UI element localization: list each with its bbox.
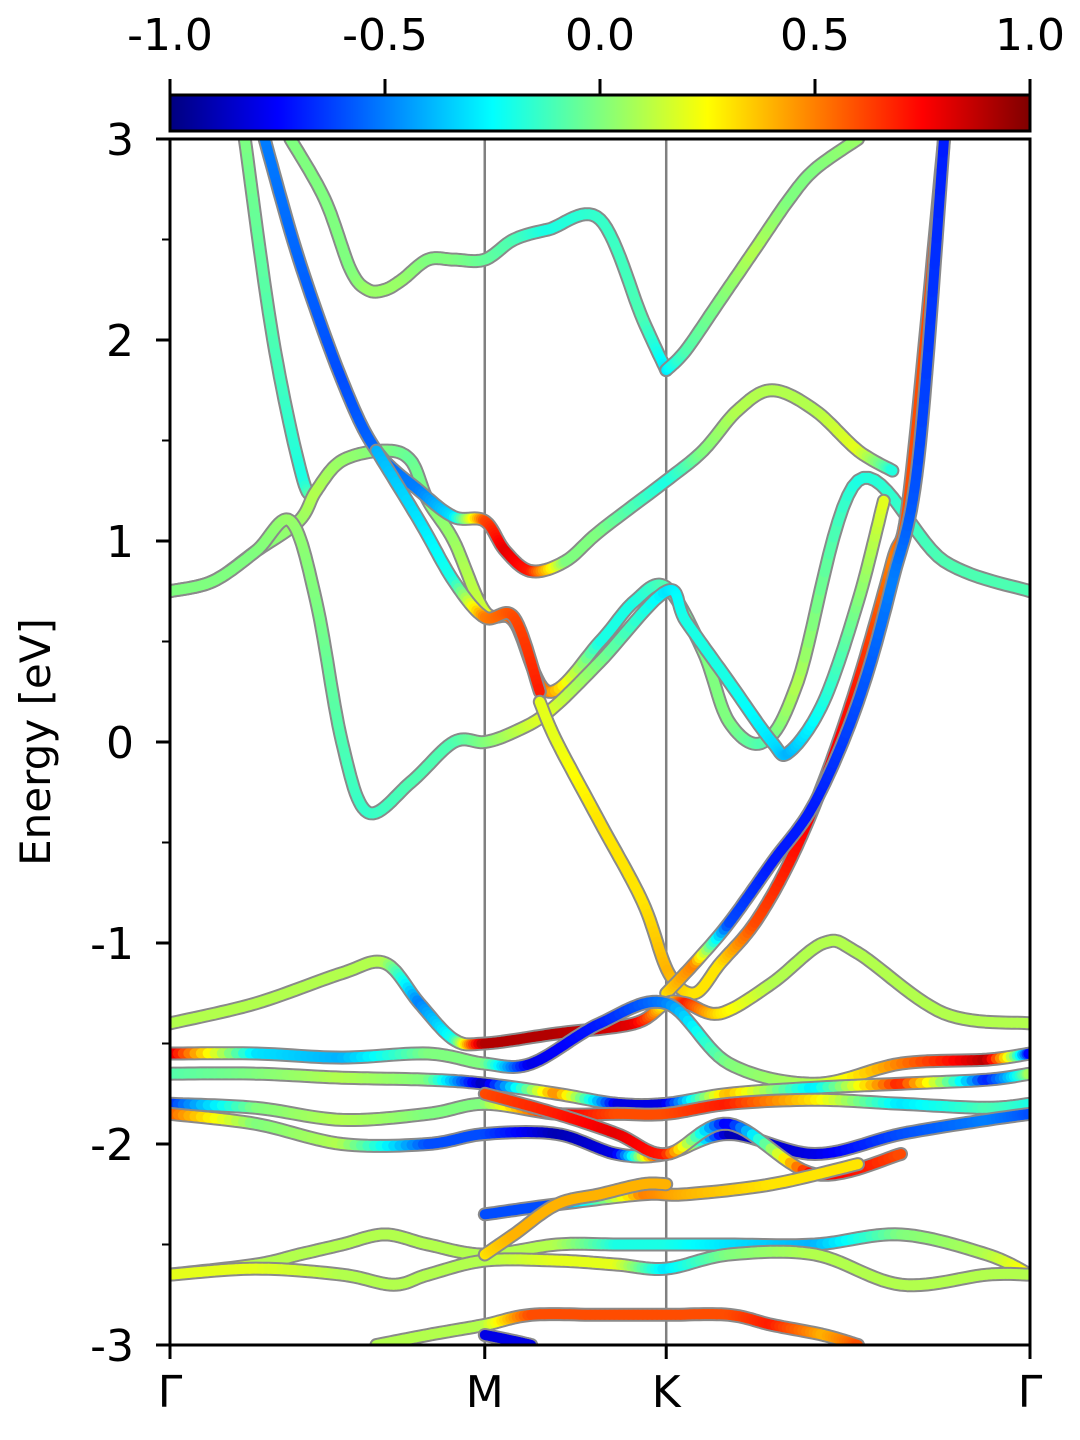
- band: [477, 1176, 674, 1262]
- colorbar-ticks: -1.0 -0.5 0.0 0.5 1.0: [127, 10, 1065, 95]
- y-tick-label: 1: [106, 517, 134, 568]
- band-segment: [849, 1159, 863, 1170]
- y-tick-label: 2: [106, 316, 134, 367]
- band: [283, 139, 674, 378]
- band-segment: [533, 683, 545, 697]
- band-segment: [938, 139, 949, 158]
- x-tick-label: Γ: [1018, 1367, 1043, 1418]
- band-segment: [886, 464, 898, 476]
- band: [170, 493, 891, 821]
- plot-frame: [168, 137, 1032, 1347]
- x-tick-label: M: [466, 1367, 504, 1418]
- y-tick-label: 0: [106, 718, 134, 769]
- band: [659, 139, 865, 378]
- colorbar-tick-label: 1.0: [995, 10, 1065, 61]
- y-tick-label: -3: [90, 1321, 134, 1372]
- band: [659, 139, 951, 1001]
- band: [369, 443, 547, 699]
- y-tick-label: -2: [90, 1120, 134, 1171]
- colorbar-tick-label: -0.5: [342, 10, 428, 61]
- plot-area: -3 -2 -1 0 1 2 3 Γ M K Γ Energy [eV]: [11, 115, 1043, 1418]
- y-tick-label: 3: [106, 115, 134, 166]
- colorbar-tick-label: -1.0: [127, 10, 213, 61]
- y-axis: -3 -2 -1 0 1 2 3: [90, 115, 170, 1372]
- band: [257, 139, 900, 579]
- x-tick-label: K: [652, 1367, 682, 1418]
- x-tick-label: Γ: [158, 1367, 183, 1418]
- colorbar-tick-label: 0.5: [780, 10, 850, 61]
- band: [170, 994, 1030, 1091]
- band: [170, 1066, 1030, 1113]
- band: [369, 1307, 865, 1345]
- colorbar-tick-label: 0.0: [565, 10, 635, 61]
- band: [170, 1227, 1030, 1282]
- band-lines: [170, 139, 1030, 1345]
- band: [170, 1244, 1030, 1293]
- colorbar: -1.0 -0.5 0.0 0.5 1.0: [127, 10, 1065, 133]
- band: [170, 443, 1030, 751]
- band-segment: [877, 495, 889, 510]
- band-segment: [892, 1149, 906, 1160]
- colorbar-gradient: [168, 93, 1032, 133]
- y-axis-label: Energy [eV]: [11, 618, 60, 866]
- band: [237, 139, 324, 502]
- y-tick-label: -1: [90, 919, 134, 970]
